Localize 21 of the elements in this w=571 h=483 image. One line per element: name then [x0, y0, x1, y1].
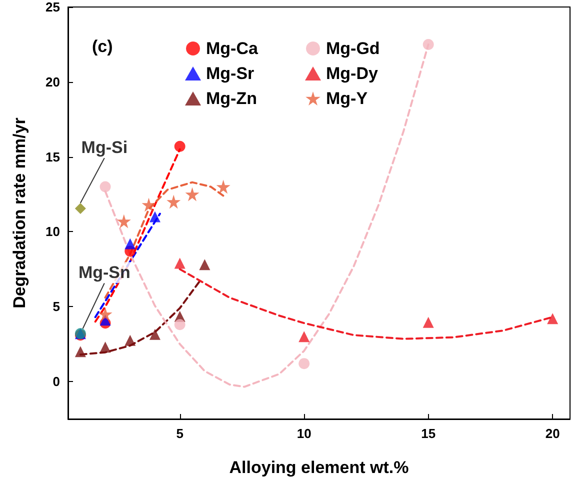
y-tick-label: 10: [46, 224, 60, 240]
legend-label: Mg-Sr: [206, 64, 255, 83]
text: Mg-Si: [81, 138, 128, 158]
y-tick-label: 0: [52, 374, 60, 390]
y-axis-title: Degradation rate mm/yr: [10, 117, 29, 308]
legend-label: Mg-Ca: [206, 39, 258, 58]
x-tick-label: 20: [545, 426, 560, 441]
y-tick-label: 20: [46, 74, 60, 90]
x-axis-title: Alloying element wt.%: [229, 458, 409, 477]
x-tick-label: 15: [421, 426, 436, 441]
legend-label: Mg-Dy: [326, 64, 378, 83]
y-tick-label: 15: [46, 149, 60, 164]
x-tick-label: 5: [176, 426, 184, 441]
annotation: (c): [92, 37, 113, 56]
y-tick-label: 5: [52, 299, 60, 314]
y-tick-label: 25: [46, 0, 60, 14]
legend-label: Mg-Y: [326, 89, 368, 108]
x-tick-label: 10: [296, 426, 312, 441]
legend-label: Mg-Zn: [206, 89, 257, 108]
legend-label: Mg-Gd: [326, 39, 380, 58]
text: Mg-Sn: [78, 263, 130, 282]
